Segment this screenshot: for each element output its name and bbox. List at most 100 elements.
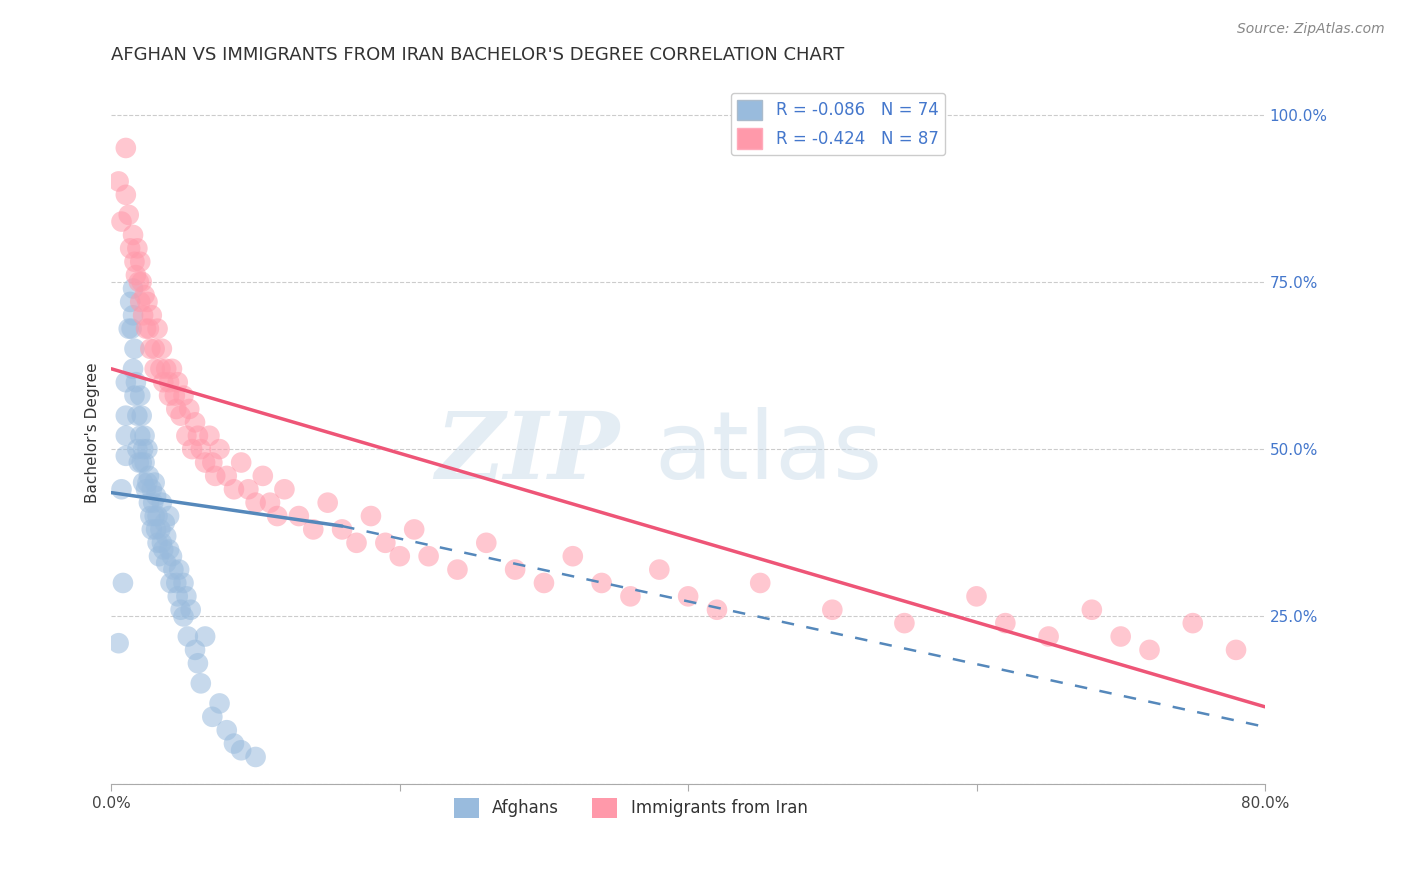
- Point: [1225, 643, 1247, 657]
- Point: [136, 294, 159, 309]
- Point: [134, 456, 156, 470]
- Point: [591, 576, 613, 591]
- Point: [141, 483, 163, 497]
- Point: [120, 241, 142, 255]
- Point: [159, 576, 181, 591]
- Point: [135, 483, 157, 497]
- Point: [169, 603, 191, 617]
- Point: [184, 415, 207, 429]
- Point: [131, 409, 153, 423]
- Point: [173, 576, 195, 591]
- Point: [142, 496, 165, 510]
- Point: [107, 636, 129, 650]
- Point: [330, 523, 353, 537]
- Point: [124, 342, 146, 356]
- Point: [181, 442, 204, 457]
- Point: [129, 294, 152, 309]
- Point: [288, 509, 311, 524]
- Point: [118, 321, 141, 335]
- Point: [128, 275, 150, 289]
- Point: [127, 442, 149, 457]
- Point: [360, 509, 382, 524]
- Point: [173, 609, 195, 624]
- Point: [259, 496, 281, 510]
- Point: [162, 563, 184, 577]
- Point: [166, 375, 188, 389]
- Point: [145, 523, 167, 537]
- Point: [152, 375, 174, 389]
- Point: [114, 449, 136, 463]
- Point: [132, 475, 155, 490]
- Point: [346, 536, 368, 550]
- Point: [176, 590, 198, 604]
- Point: [107, 174, 129, 188]
- Point: [141, 523, 163, 537]
- Point: [146, 536, 169, 550]
- Point: [194, 630, 217, 644]
- Text: atlas: atlas: [655, 408, 883, 500]
- Point: [388, 549, 411, 564]
- Point: [190, 442, 212, 457]
- Point: [1081, 603, 1104, 617]
- Point: [187, 428, 209, 442]
- Point: [266, 509, 288, 524]
- Point: [160, 361, 183, 376]
- Point: [231, 743, 253, 757]
- Point: [1181, 616, 1204, 631]
- Point: [139, 342, 162, 356]
- Point: [124, 388, 146, 402]
- Point: [136, 442, 159, 457]
- Point: [146, 321, 169, 335]
- Point: [173, 388, 195, 402]
- Point: [619, 590, 641, 604]
- Point: [475, 536, 498, 550]
- Point: [503, 563, 526, 577]
- Point: [204, 469, 226, 483]
- Point: [155, 556, 177, 570]
- Point: [134, 288, 156, 302]
- Point: [131, 275, 153, 289]
- Point: [316, 496, 339, 510]
- Point: [252, 469, 274, 483]
- Point: [404, 523, 426, 537]
- Point: [194, 456, 217, 470]
- Point: [177, 630, 200, 644]
- Point: [124, 254, 146, 268]
- Point: [120, 294, 142, 309]
- Point: [169, 409, 191, 423]
- Point: [114, 375, 136, 389]
- Point: [222, 737, 245, 751]
- Point: [187, 657, 209, 671]
- Point: [128, 456, 150, 470]
- Point: [125, 375, 148, 389]
- Point: [149, 361, 172, 376]
- Point: [150, 342, 173, 356]
- Point: [157, 375, 180, 389]
- Point: [127, 241, 149, 255]
- Point: [155, 529, 177, 543]
- Point: [114, 409, 136, 423]
- Point: [165, 576, 187, 591]
- Point: [1109, 630, 1132, 644]
- Y-axis label: Bachelor's Degree: Bachelor's Degree: [86, 362, 100, 503]
- Point: [208, 697, 231, 711]
- Point: [150, 496, 173, 510]
- Point: [966, 590, 988, 604]
- Point: [143, 361, 166, 376]
- Text: Source: ZipAtlas.com: Source: ZipAtlas.com: [1237, 22, 1385, 37]
- Point: [245, 750, 267, 764]
- Point: [706, 603, 728, 617]
- Point: [676, 590, 699, 604]
- Point: [129, 428, 152, 442]
- Point: [215, 723, 238, 738]
- Point: [893, 616, 915, 631]
- Point: [125, 268, 148, 282]
- Point: [114, 141, 136, 155]
- Point: [302, 523, 325, 537]
- Point: [134, 428, 156, 442]
- Legend: Afghans, Immigrants from Iran: Afghans, Immigrants from Iran: [447, 791, 814, 824]
- Point: [648, 563, 671, 577]
- Point: [201, 710, 224, 724]
- Point: [1038, 630, 1060, 644]
- Point: [157, 509, 180, 524]
